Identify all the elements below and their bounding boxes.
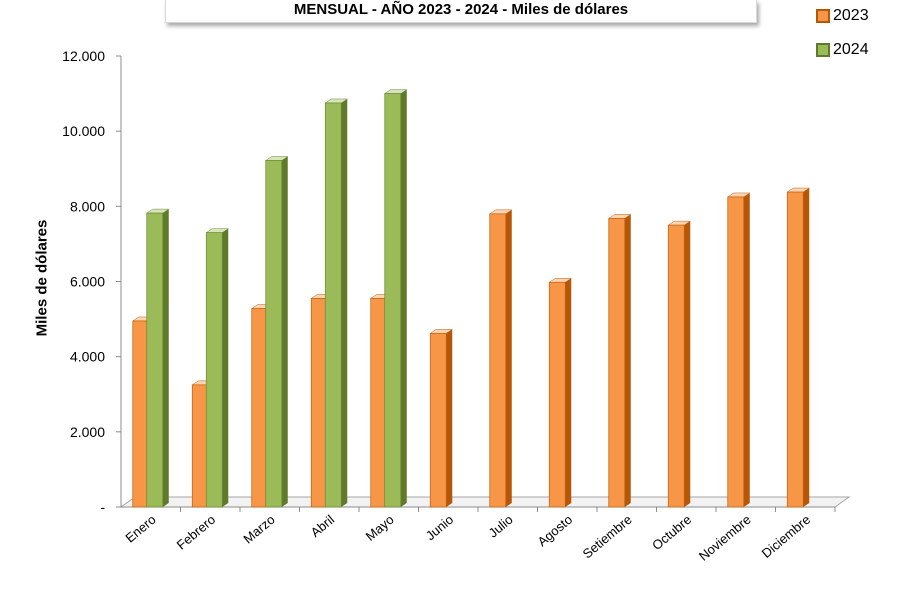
bar-2023-mayo: [370, 298, 388, 508]
bar-2023-setiembre-side: [624, 214, 631, 508]
bar-2024-febrero: [205, 232, 223, 508]
bar-2024-mayo-side: [400, 89, 407, 507]
chart-title: MENSUAL - AÑO 2023 - 2024 - Miles de dól…: [165, 0, 757, 23]
x-tick-label-febrero: Febrero: [174, 512, 219, 553]
x-tick-label-enero: Enero: [122, 512, 158, 546]
bar-2024-marzo: [265, 160, 283, 508]
x-tick-label-abril: Abril: [308, 512, 338, 540]
y-tick-label: -: [100, 499, 105, 515]
x-tick-label-setiembre: Setiembre: [580, 512, 635, 562]
bar-2023-abril: [310, 298, 328, 508]
bar-2023-enero: [132, 320, 150, 508]
legend-item-2024: 2024: [816, 40, 869, 60]
bar-2023-setiembre: [608, 218, 626, 508]
bar-2023-julio: [489, 213, 507, 508]
bar-2023-diciembre: [786, 191, 804, 508]
x-tick-label-noviembre: Noviembre: [696, 512, 754, 564]
x-tick-label-mayo: Mayo: [363, 512, 397, 544]
legend-label-2024: 2024: [833, 41, 869, 58]
bar-2023-julio-side: [505, 209, 512, 507]
bar-2023-marzo: [251, 308, 269, 508]
bar-2023-junio-side: [446, 329, 453, 507]
bar-2023-junio: [429, 333, 447, 508]
bar-2023-noviembre: [727, 196, 745, 508]
x-tick-label-junio: Junio: [423, 512, 456, 543]
bar-2024-abril: [324, 102, 342, 508]
bar-2023-febrero: [191, 384, 209, 508]
bar-2024-febrero-side: [222, 228, 229, 507]
legend: 2023 2024: [816, 6, 869, 74]
y-tick-label: 2.000: [70, 424, 105, 440]
bar-2023-diciembre-side: [803, 188, 810, 507]
bar-2023-agosto-side: [565, 278, 572, 507]
y-tick-label: 6.000: [70, 274, 105, 290]
bar-2023-agosto: [548, 281, 566, 508]
bar-2024-enero: [146, 212, 164, 508]
bar-2023-noviembre-side: [743, 192, 750, 507]
y-tick-label: 8.000: [70, 198, 105, 214]
y-tick-label: 4.000: [70, 349, 105, 365]
bar-2023-octubre-side: [684, 221, 691, 507]
x-tick-label-agosto: Agosto: [535, 512, 576, 550]
bar-2024-abril-side: [341, 98, 348, 508]
x-tick-label-octubre: Octubre: [649, 512, 694, 553]
y-tick-label: 10.000: [62, 123, 105, 139]
legend-label-2023: 2023: [833, 7, 869, 24]
legend-swatch-2024: [816, 43, 830, 57]
bar-2024-marzo-side: [281, 156, 288, 507]
legend-swatch-2023: [816, 9, 830, 23]
bar-2024-mayo: [384, 93, 402, 508]
bar-2023-octubre: [667, 224, 685, 508]
x-tick-label-diciembre: Diciembre: [759, 512, 813, 561]
y-tick-label: 12.000: [62, 48, 105, 64]
x-tick-label-julio: Julio: [486, 512, 516, 541]
bar-2024-enero-side: [162, 209, 169, 507]
legend-item-2023: 2023: [816, 6, 869, 26]
x-tick-label-marzo: Marzo: [240, 512, 277, 547]
